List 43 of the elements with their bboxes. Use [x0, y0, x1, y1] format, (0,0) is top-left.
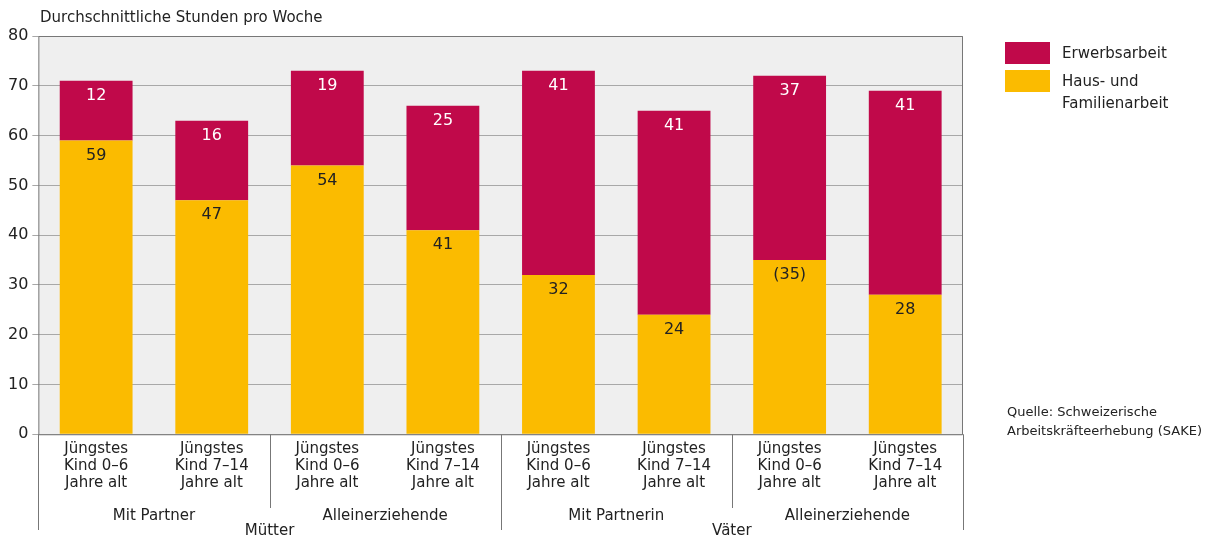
data-label: 41 [432, 234, 454, 254]
x-tick-label: Jüngstes Kind 0–6 Jahre alt [63, 438, 129, 492]
data-label: 16 [201, 124, 222, 144]
text: Alleinerziehende [784, 505, 910, 524]
data-label: (35) [773, 264, 807, 284]
data-label: 59 [85, 144, 107, 164]
x-tick-label: Jüngstes Kind 7–14 Jahre alt [174, 438, 249, 492]
text: Mit Partner [112, 505, 196, 524]
y-tick-label: 40 [8, 224, 29, 244]
x-tick-label: Jüngstes Kind 7–14 Jahre alt [868, 438, 943, 492]
data-label: 47 [201, 204, 222, 224]
x-tick-label: Jüngstes Kind 7–14 Jahre alt [405, 438, 480, 492]
data-label: 41 [895, 94, 916, 114]
data-label: 54 [317, 169, 338, 189]
data-label: 41 [663, 114, 685, 134]
data-label: 12 [85, 84, 107, 104]
x-tick-label: Jüngstes Kind 7–14 Jahre alt [637, 438, 712, 492]
y-tick-label: 30 [8, 274, 29, 294]
data-label: 25 [432, 109, 454, 129]
text: Mütter [244, 520, 296, 538]
data-label: 24 [663, 318, 685, 338]
data-label: 37 [779, 79, 800, 99]
data-label: 28 [895, 299, 916, 319]
data-label: 41 [548, 75, 569, 94]
y-tick-label: 20 [8, 323, 29, 343]
data-label: 19 [317, 75, 338, 94]
x-tick-label: Jüngstes Kind 0–6 Jahre alt [525, 438, 591, 492]
y-tick-label: 50 [8, 174, 29, 194]
y-tick-label: 0 [18, 423, 29, 443]
y-tick-label: 70 [8, 74, 29, 94]
text: Alleinerziehende [322, 505, 448, 524]
legend-label: Erwerbsarbeit [1062, 43, 1168, 64]
source-note: Quelle: Schweizerische Arbeitskräfteerhebung (SAKE) [1007, 403, 1203, 440]
x-tick-label: Jüngstes Kind 0–6 Jahre alt [756, 438, 822, 492]
x-tick-label: Jüngstes Kind 0–6 Jahre alt [294, 438, 360, 492]
y-tick-label: 10 [8, 373, 29, 393]
y-axis-title: Durchschnittliche Stunden pro Woche [40, 8, 323, 26]
text: Mit Partnerin [568, 505, 665, 524]
data-label: 32 [548, 279, 569, 299]
legend-label: Haus- und Familienarbeit [1062, 71, 1170, 114]
y-tick-label: 60 [8, 124, 29, 144]
y-tick-label: 80 [8, 25, 29, 45]
text: Väter [712, 520, 753, 538]
